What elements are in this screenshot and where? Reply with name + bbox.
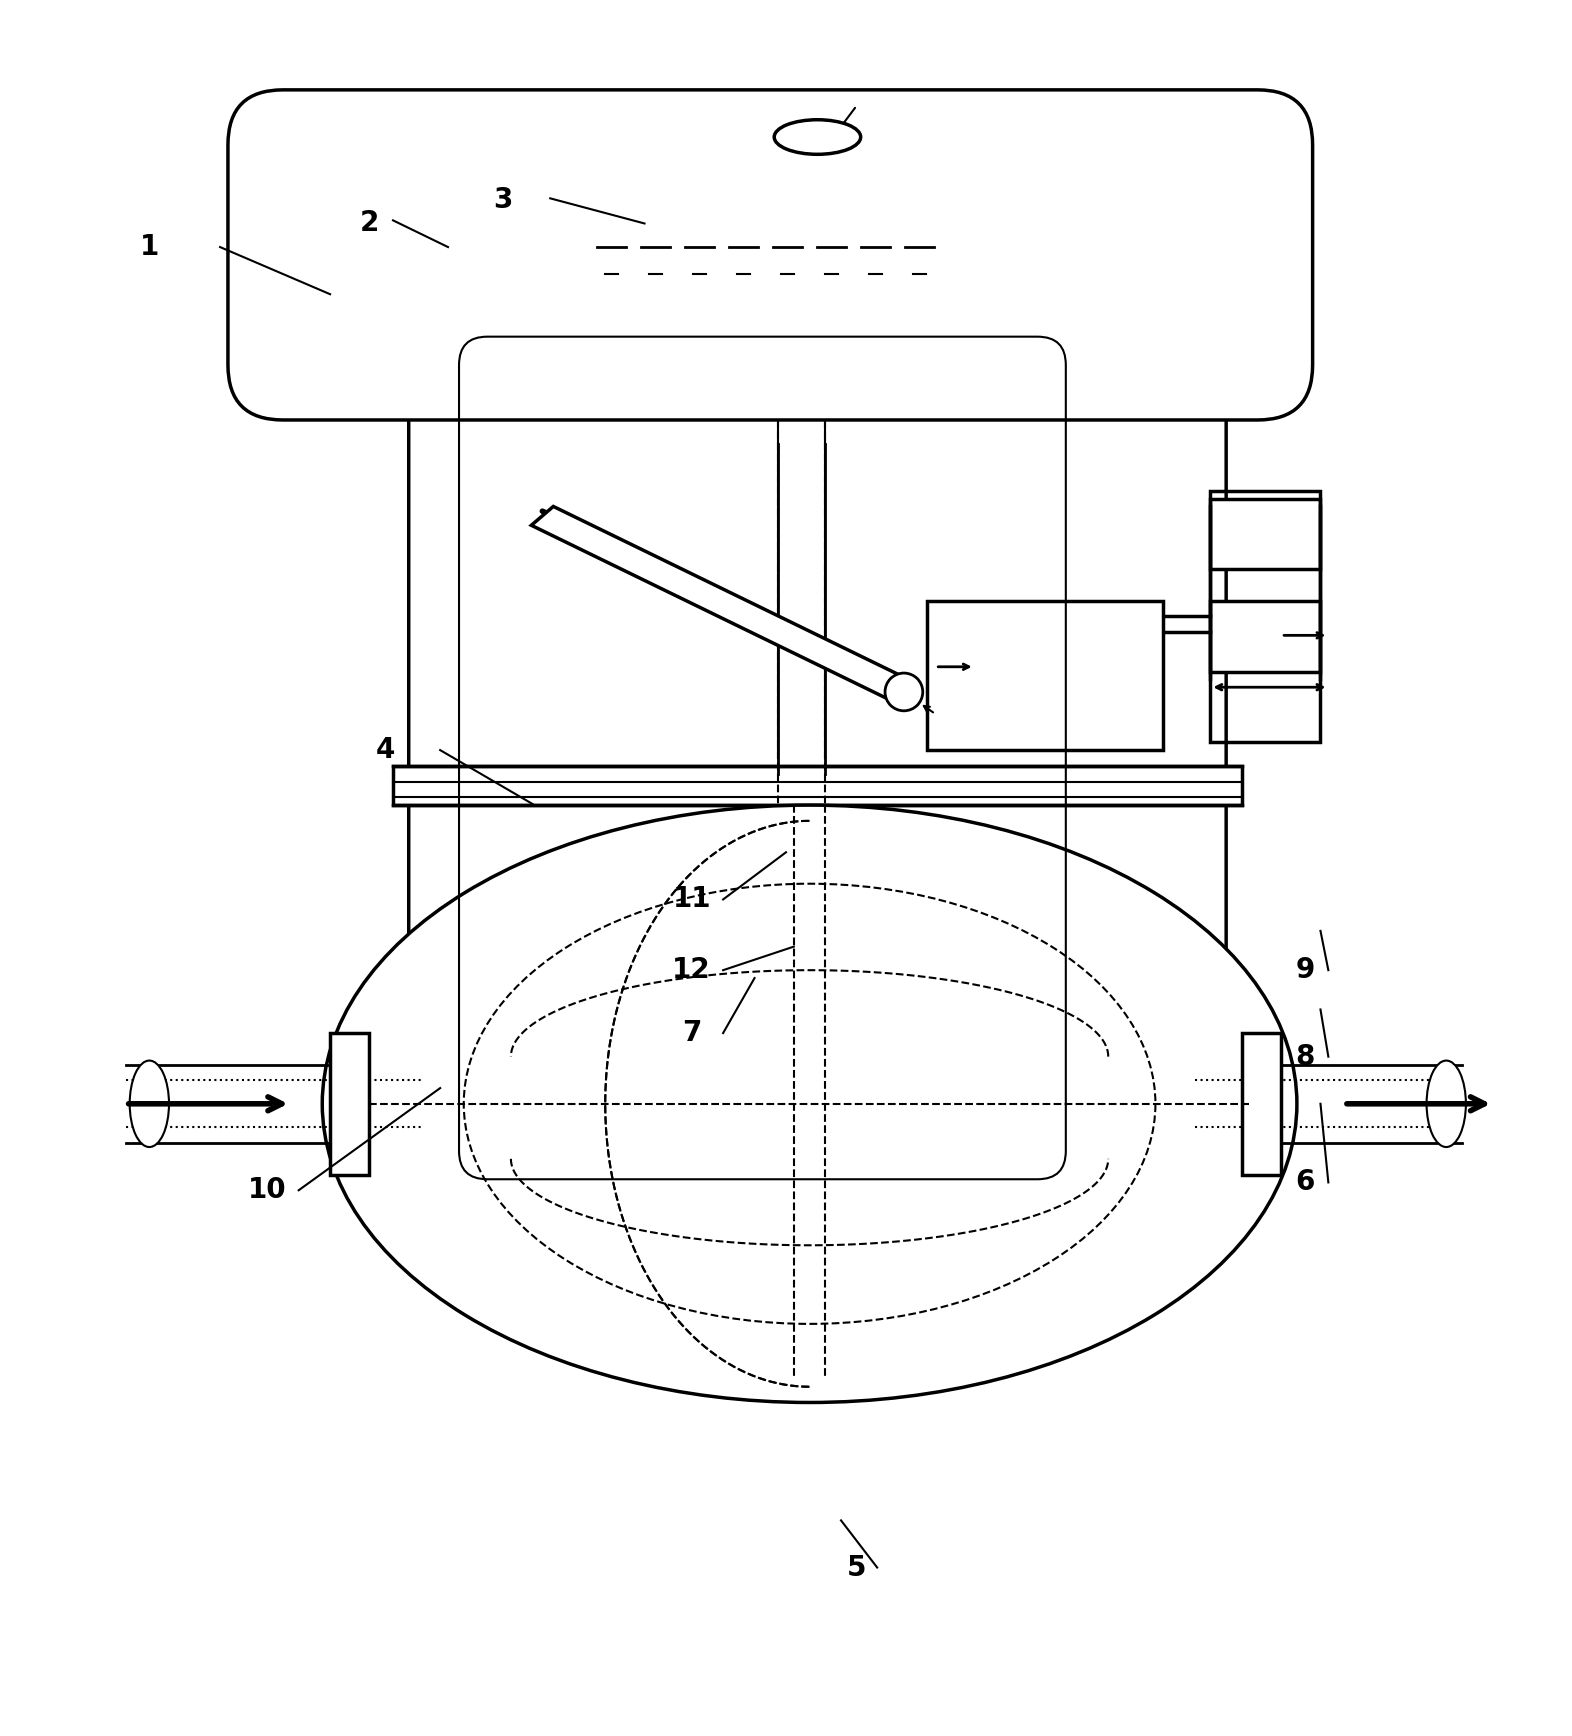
Text: 11: 11: [673, 885, 711, 913]
Bar: [1210, 498, 1320, 569]
Text: 9: 9: [1295, 957, 1314, 984]
Text: 3: 3: [494, 186, 512, 214]
Ellipse shape: [129, 1061, 170, 1147]
Bar: [927, 601, 1163, 750]
Text: 7: 7: [682, 1019, 701, 1047]
Text: 4: 4: [376, 736, 395, 764]
Ellipse shape: [322, 806, 1297, 1403]
Text: 5: 5: [847, 1554, 866, 1581]
FancyBboxPatch shape: [409, 271, 1226, 1213]
FancyBboxPatch shape: [228, 90, 1313, 420]
Text: 1: 1: [140, 233, 159, 260]
Bar: [393, 342, 1242, 373]
Bar: [393, 766, 1242, 806]
Bar: [1210, 601, 1320, 672]
Circle shape: [885, 674, 923, 710]
Bar: [330, 1033, 369, 1175]
Text: 8: 8: [1295, 1043, 1314, 1071]
Bar: [1210, 491, 1320, 743]
Text: 6: 6: [1295, 1168, 1314, 1196]
Bar: [1242, 1033, 1281, 1175]
Text: 2: 2: [360, 210, 379, 238]
Text: 12: 12: [673, 957, 711, 984]
Ellipse shape: [775, 120, 861, 155]
Ellipse shape: [1427, 1061, 1467, 1147]
Text: 10: 10: [248, 1177, 286, 1205]
Polygon shape: [531, 507, 915, 701]
Bar: [393, 342, 1242, 373]
